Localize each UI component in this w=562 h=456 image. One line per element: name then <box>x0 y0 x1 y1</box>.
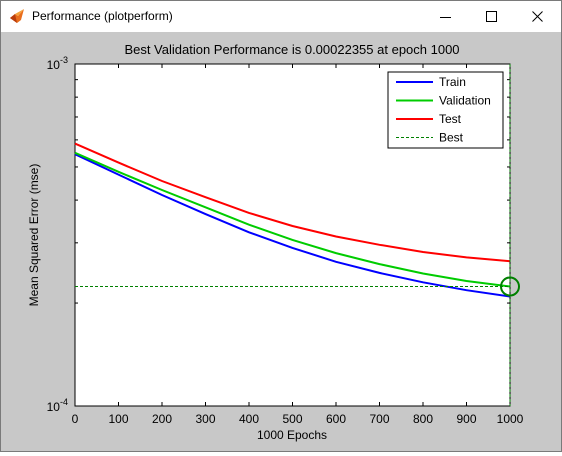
x-axis-label: 1000 Epochs <box>257 428 327 442</box>
series-test-line <box>74 142 511 263</box>
legend: Train Validation Test Best <box>387 71 504 149</box>
x-tick-label: 100 <box>108 412 128 426</box>
x-tick-label: 0 <box>72 412 79 426</box>
x-tick-label: 600 <box>326 412 346 426</box>
series-train-line <box>74 153 511 298</box>
maximize-button[interactable] <box>469 1 515 32</box>
legend-label-test: Test <box>439 112 462 126</box>
close-button[interactable] <box>515 1 561 32</box>
series-validation-line <box>74 151 511 288</box>
best-epoch-marker <box>500 276 520 297</box>
x-tick-label: 400 <box>239 412 259 426</box>
y-tick-label: 10-3 <box>47 55 68 72</box>
x-tick-label: 500 <box>282 412 302 426</box>
matlab-icon <box>9 8 25 24</box>
figure-area: Best Validation Performance is 0.0002235… <box>1 32 561 451</box>
minimize-button[interactable] <box>423 1 469 32</box>
x-tick-label: 1000 <box>497 412 524 426</box>
legend-label-validation: Validation <box>439 94 491 108</box>
minimize-icon <box>440 17 451 18</box>
x-tick-label: 300 <box>195 412 215 426</box>
window-title: Performance (plotperform) <box>32 9 173 23</box>
close-icon <box>532 11 543 22</box>
x-tick-label: 800 <box>413 412 433 426</box>
legend-box <box>387 71 504 149</box>
x-tick-label: 200 <box>152 412 172 426</box>
performance-chart: Best Validation Performance is 0.0002235… <box>27 42 524 442</box>
x-tick-label: 900 <box>456 412 476 426</box>
legend-label-train: Train <box>439 75 466 89</box>
title-bar[interactable]: Performance (plotperform) <box>1 1 561 32</box>
y-tick-label: 10-4 <box>47 397 68 414</box>
chart-title: Best Validation Performance is 0.0002235… <box>124 42 459 57</box>
legend-label-best: Best <box>439 131 464 145</box>
x-tick-label: 700 <box>369 412 389 426</box>
maximize-icon <box>486 11 497 22</box>
y-axis-label: Mean Squared Error (mse) <box>27 164 41 307</box>
